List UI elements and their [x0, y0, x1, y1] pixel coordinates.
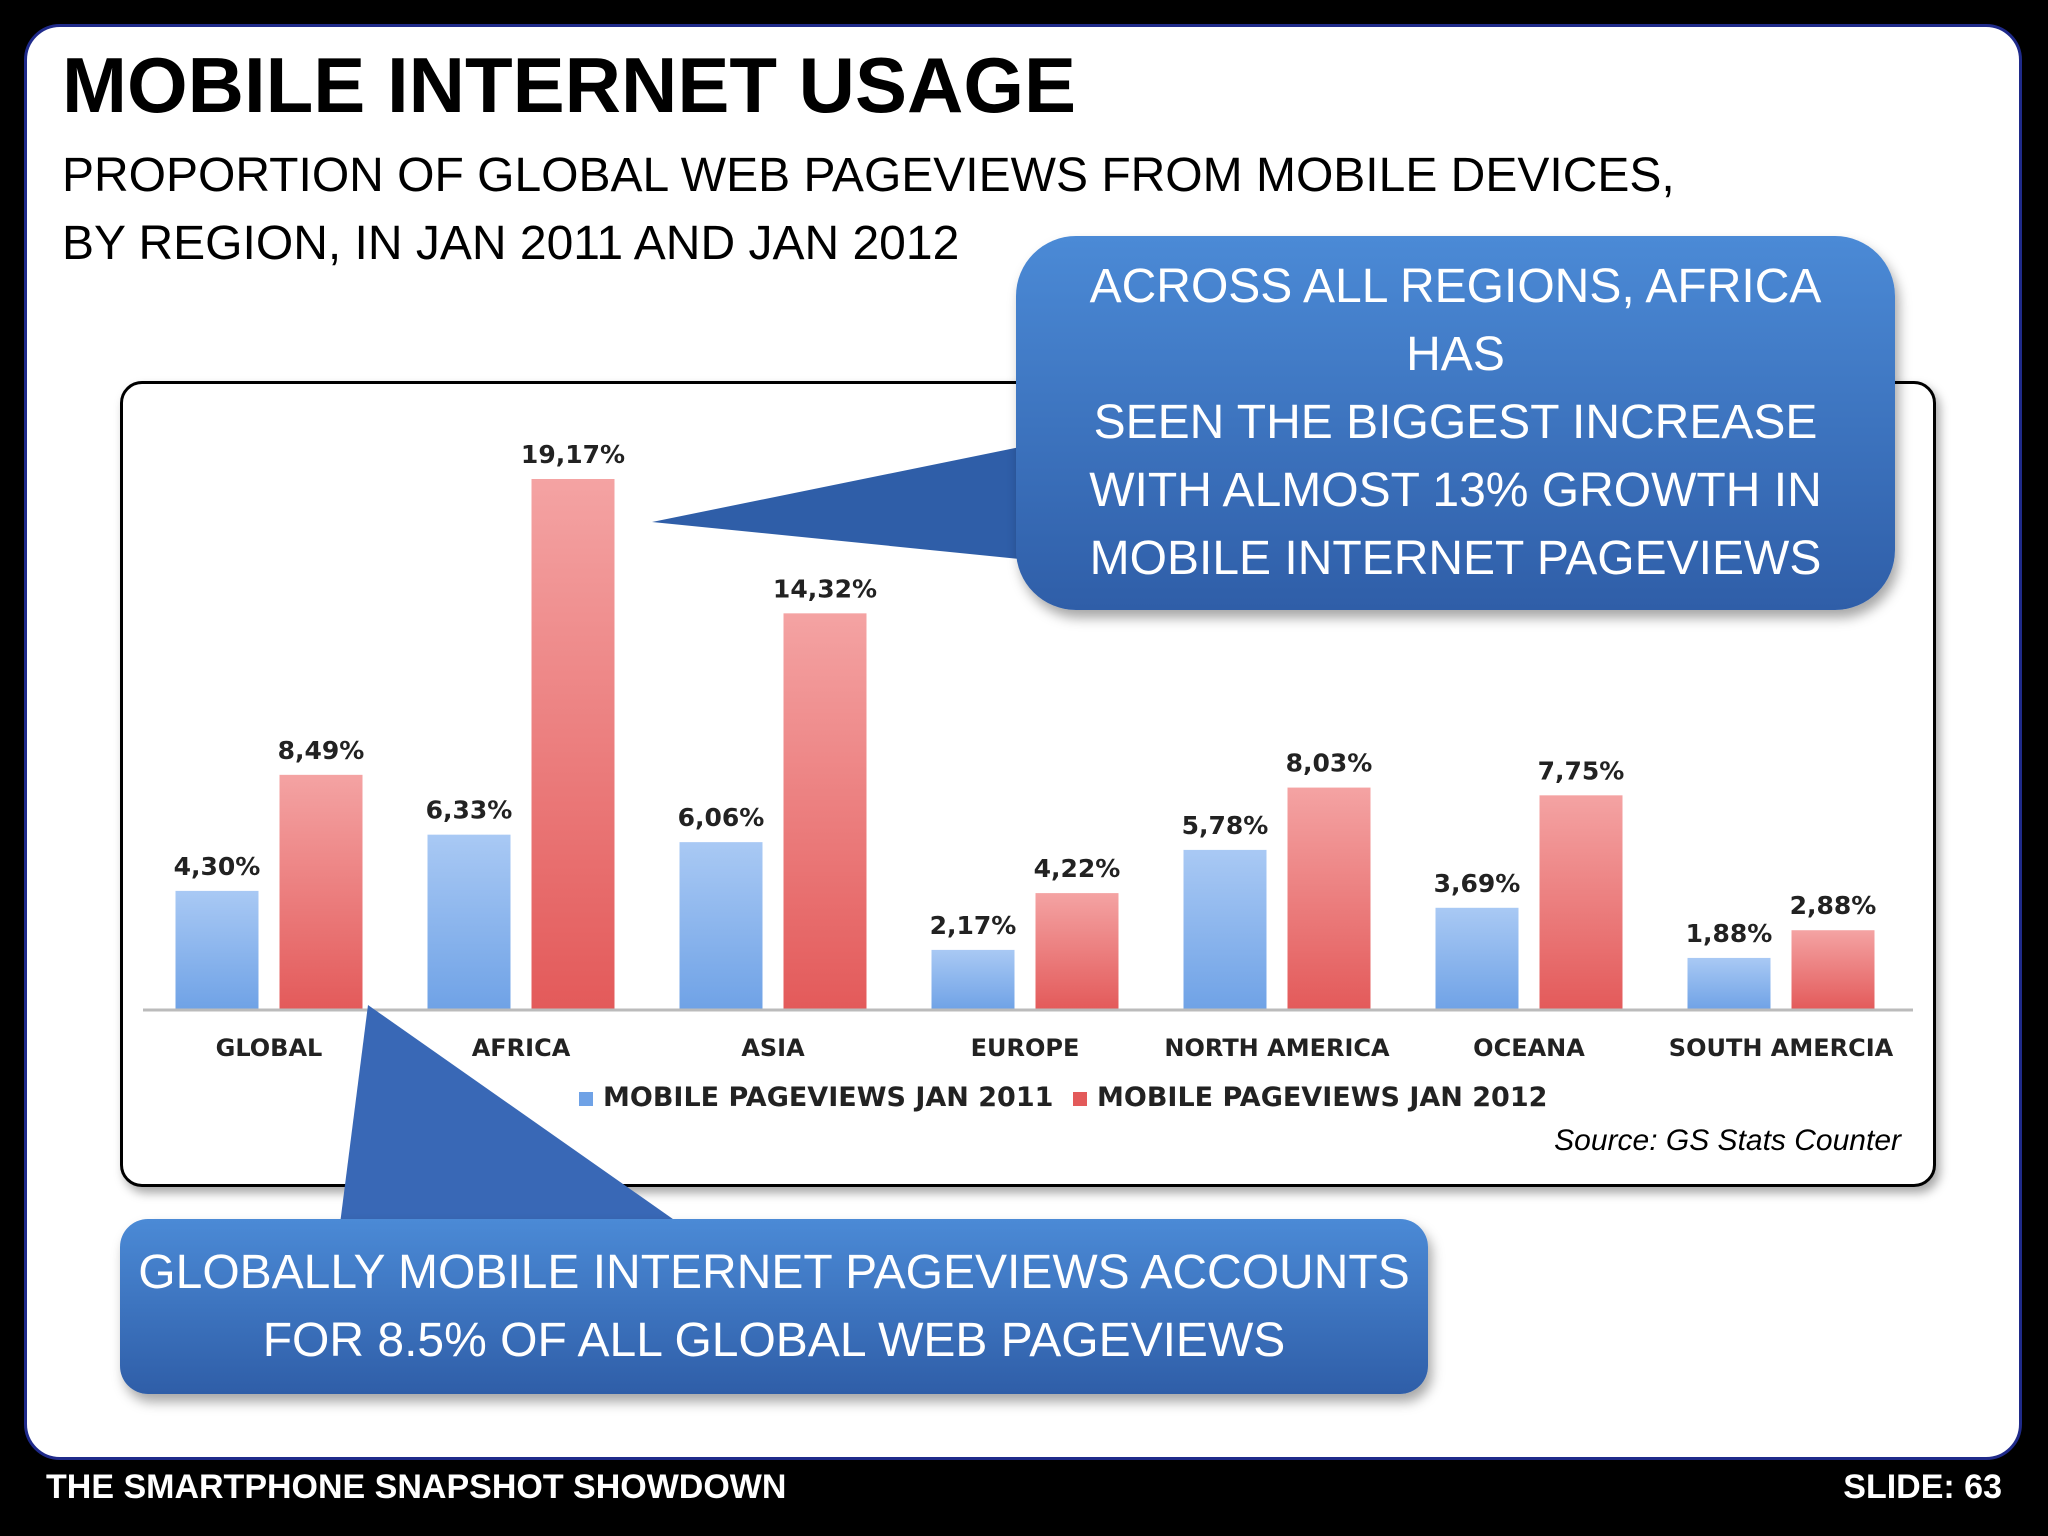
data-label-2011-1: 6,33%	[426, 796, 513, 825]
callout-global-share: GLOBALLY MOBILE INTERNET PAGEVIEWS ACCOU…	[120, 1219, 1428, 1394]
category-label-south-amercia: SOUTH AMERCIA	[1669, 1034, 1894, 1062]
slide-title: MOBILE INTERNET USAGE	[62, 41, 1077, 129]
subtitle-line-1: PROPORTION OF GLOBAL WEB PAGEVIEWS FROM …	[62, 149, 1675, 202]
data-label-2011-0: 4,30%	[174, 852, 261, 881]
callout-africa-growth: ACROSS ALL REGIONS, AFRICA HAS SEEN THE …	[1016, 236, 1895, 610]
footer-title: THE SMARTPHONE SNAPSHOT SHOWDOWN	[46, 1468, 787, 1506]
bar-2012-asia	[783, 613, 867, 1010]
callout-top-line-3: WITH ALMOST 13% GROWTH IN	[1089, 464, 1822, 517]
bar-2011-global	[175, 890, 259, 1010]
callout-top-line-4: MOBILE INTERNET PAGEVIEWS	[1089, 532, 1822, 585]
legend-label-2011: MOBILE PAGEVIEWS JAN 2011	[603, 1082, 1053, 1113]
bar-2012-north-america	[1287, 787, 1371, 1010]
bar-2012-global	[279, 774, 363, 1010]
callout-bottom-line-1: GLOBALLY MOBILE INTERNET PAGEVIEWS ACCOU…	[138, 1245, 1410, 1299]
bar-2011-asia	[679, 842, 763, 1010]
category-label-global: GLOBAL	[216, 1034, 323, 1062]
slide-number: SLIDE: 63	[1843, 1468, 2002, 1506]
data-label-2011-2: 6,06%	[678, 803, 765, 832]
legend-swatch-2012	[1073, 1092, 1087, 1106]
data-label-2011-3: 2,17%	[930, 911, 1017, 940]
bar-2012-oceana	[1539, 795, 1623, 1010]
bar-2012-africa	[531, 479, 615, 1010]
data-label-2011-6: 1,88%	[1686, 919, 1773, 948]
bar-2011-south-amercia	[1687, 957, 1771, 1010]
data-label-2012-1: 19,17%	[521, 440, 625, 469]
category-label-asia: ASIA	[741, 1034, 805, 1062]
source-note: Source: GS Stats Counter	[1554, 1124, 1901, 1157]
data-label-2012-3: 4,22%	[1034, 854, 1121, 883]
callout-top-line-2: SEEN THE BIGGEST INCREASE	[1093, 396, 1818, 449]
subtitle-line-2: BY REGION, IN JAN 2011 AND JAN 2012	[62, 217, 960, 270]
bar-2011-africa	[427, 834, 511, 1010]
data-label-2012-5: 7,75%	[1538, 756, 1625, 785]
bar-2011-europe	[931, 949, 1015, 1010]
bar-2012-south-amercia	[1791, 930, 1875, 1010]
data-label-2012-2: 14,32%	[773, 574, 877, 603]
category-label-oceana: OCEANA	[1473, 1034, 1585, 1062]
data-label-2012-4: 8,03%	[1286, 749, 1373, 778]
bar-2011-oceana	[1435, 907, 1519, 1010]
data-label-2011-4: 5,78%	[1182, 811, 1269, 840]
data-label-2011-5: 3,69%	[1434, 869, 1521, 898]
bar-2011-north-america	[1183, 849, 1267, 1010]
bar-2012-europe	[1035, 893, 1119, 1010]
category-label-africa: AFRICA	[472, 1034, 571, 1062]
slide-subtitle: PROPORTION OF GLOBAL WEB PAGEVIEWS FROM …	[62, 142, 1675, 278]
data-label-2012-6: 2,88%	[1790, 891, 1877, 920]
callout-bottom-line-2: FOR 8.5% OF ALL GLOBAL WEB PAGEVIEWS	[262, 1313, 1286, 1367]
legend-label-2012: MOBILE PAGEVIEWS JAN 2012	[1097, 1082, 1547, 1113]
callout-top-line-1: ACROSS ALL REGIONS, AFRICA HAS	[1089, 260, 1822, 381]
category-label-north-america: NORTH AMERICA	[1164, 1034, 1390, 1062]
data-label-2012-0: 8,49%	[278, 736, 365, 765]
category-label-europe: EUROPE	[971, 1034, 1080, 1062]
legend-swatch-2011	[579, 1092, 593, 1106]
